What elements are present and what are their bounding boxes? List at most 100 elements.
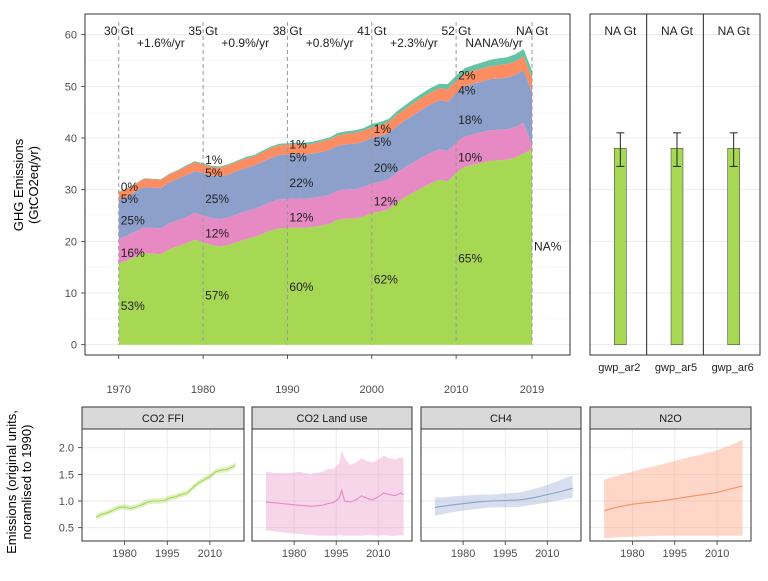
gwp-bar [614, 148, 627, 345]
y-tick-label: 1.0 [59, 496, 74, 508]
facet-y-axis-title: Emissions (original units,noramlised to … [4, 410, 34, 554]
facet-title: N2O [659, 413, 682, 425]
share-label: 5% [205, 166, 223, 180]
share-label: 53% [121, 299, 145, 313]
share-label: 20% [374, 161, 398, 175]
share-label: 1% [289, 138, 307, 152]
share-label: 22% [289, 176, 313, 190]
facet-co2-land: CO2 Land use 1980 1995 2010 [251, 406, 413, 560]
total-label: 35 Gt [188, 24, 218, 38]
share-label: 57% [205, 289, 229, 303]
share-label: 1% [205, 153, 223, 167]
facet-n2o: N2O 1980 1995 2010 [589, 406, 752, 560]
total-label: 30 Gt [104, 24, 134, 38]
share-label: 4% [458, 83, 476, 97]
total-label: 41 Gt [357, 24, 387, 38]
gwp-bar [727, 148, 740, 345]
rate-label: +0.9%/yr [221, 36, 269, 50]
gwp-bar [670, 148, 684, 345]
share-label: 60% [289, 280, 313, 294]
gwp-category-label: gwp_ar2 [598, 362, 640, 374]
total-label: 52 Gt [441, 24, 471, 38]
total-label: 38 Gt [273, 24, 303, 38]
share-label: 12% [374, 195, 398, 209]
x-tick-label: 2019 [520, 384, 544, 396]
area-fgas [118, 49, 532, 193]
facet-border [589, 428, 752, 542]
share-label: 25% [121, 214, 145, 228]
rate-label: +0.8%/yr [306, 36, 354, 50]
share-label: 2% [458, 68, 476, 82]
trend-line [603, 485, 743, 512]
share-label: 1% [374, 122, 392, 136]
x-tick-label: 2010 [198, 548, 222, 560]
gwp-category-label: gwp_ar6 [712, 362, 754, 374]
gwp-panel-border [589, 13, 761, 356]
x-tick-label: 1995 [493, 548, 517, 560]
share-label: NA% [534, 240, 562, 254]
x-tick-label: 2010 [366, 548, 390, 560]
x-tick-label: 1980 [451, 548, 475, 560]
facet-y-axis: 0.5 1.0 1.5 2.0 Emissions (original units,no… [4, 410, 82, 554]
total-label: NA Gt [516, 24, 549, 38]
y-tick-label: 2.0 [59, 443, 74, 455]
x-tick-label: 1995 [324, 548, 348, 560]
area-n2o [118, 56, 532, 201]
uncertainty-band [604, 439, 743, 539]
x-tick-label: 1980 [191, 384, 215, 396]
uncertainty-band [266, 450, 404, 536]
gwp-total-label: NA Gt [661, 24, 694, 38]
facet-title: CO2 Land use [297, 413, 368, 425]
facet-border [251, 428, 413, 542]
x-tick-label: 1980 [112, 548, 136, 560]
facet-bg [82, 429, 244, 541]
rate-label: NANA%/yr [465, 36, 522, 50]
x-tick-label: 1970 [106, 384, 130, 396]
facet-title: CH4 [490, 413, 512, 425]
share-label: 16% [121, 246, 145, 260]
y-axis-title: GHG Emissions(GtCO2eq/yr) [11, 138, 41, 231]
share-label: 0% [121, 180, 139, 194]
share-label: 5% [289, 151, 307, 165]
y-tick-label: 0.5 [59, 523, 74, 535]
facet-title: CO2 FFI [142, 413, 184, 425]
share-label: 18% [458, 113, 482, 127]
x-tick-label: 1980 [282, 548, 306, 560]
share-label: 62% [374, 273, 398, 287]
share-label: 5% [121, 192, 139, 206]
share-label: 10% [458, 151, 482, 165]
gwp-total-label: NA Gt [604, 24, 637, 38]
x-tick-label: 1990 [275, 384, 299, 396]
x-tick-label: 2000 [360, 384, 384, 396]
y-tick-label: 60 [65, 30, 77, 42]
rate-label: +1.6%/yr [137, 36, 185, 50]
facet-ch4: CH4 1980 1995 2010 [420, 406, 582, 560]
x-tick-label: 2010 [535, 548, 559, 560]
gwp-category-label: gwp_ar5 [655, 362, 697, 374]
area-co2-land [118, 123, 532, 264]
share-label: 12% [205, 227, 229, 241]
facet-border [420, 428, 582, 542]
y-tick-label: 50 [65, 81, 77, 93]
y-tick-label: 0 [71, 340, 77, 352]
share-label: 65% [458, 251, 482, 265]
y-tick-label: 20 [65, 236, 77, 248]
x-tick-label: 1995 [662, 548, 686, 560]
facet-border [81, 428, 245, 542]
trend-line [434, 487, 573, 508]
trend-line [265, 488, 404, 507]
share-label: 5% [374, 135, 392, 149]
y-tick-label: 1.5 [59, 469, 74, 481]
area-co2-ffi [118, 149, 532, 345]
facet-y-axis-title-line2: noramlised to 1990) [19, 425, 34, 540]
y-axis-title-line2: (GtCO2eq/yr) [26, 146, 41, 224]
y-tick-label: 40 [65, 133, 77, 145]
uncertainty-band [96, 462, 236, 520]
uncertainty-band [435, 475, 573, 516]
area-ch4 [118, 70, 532, 239]
x-tick-label: 1980 [620, 548, 644, 560]
facet-co2-ffi: CO2 FFI 1980 1995 2010 [81, 406, 245, 560]
